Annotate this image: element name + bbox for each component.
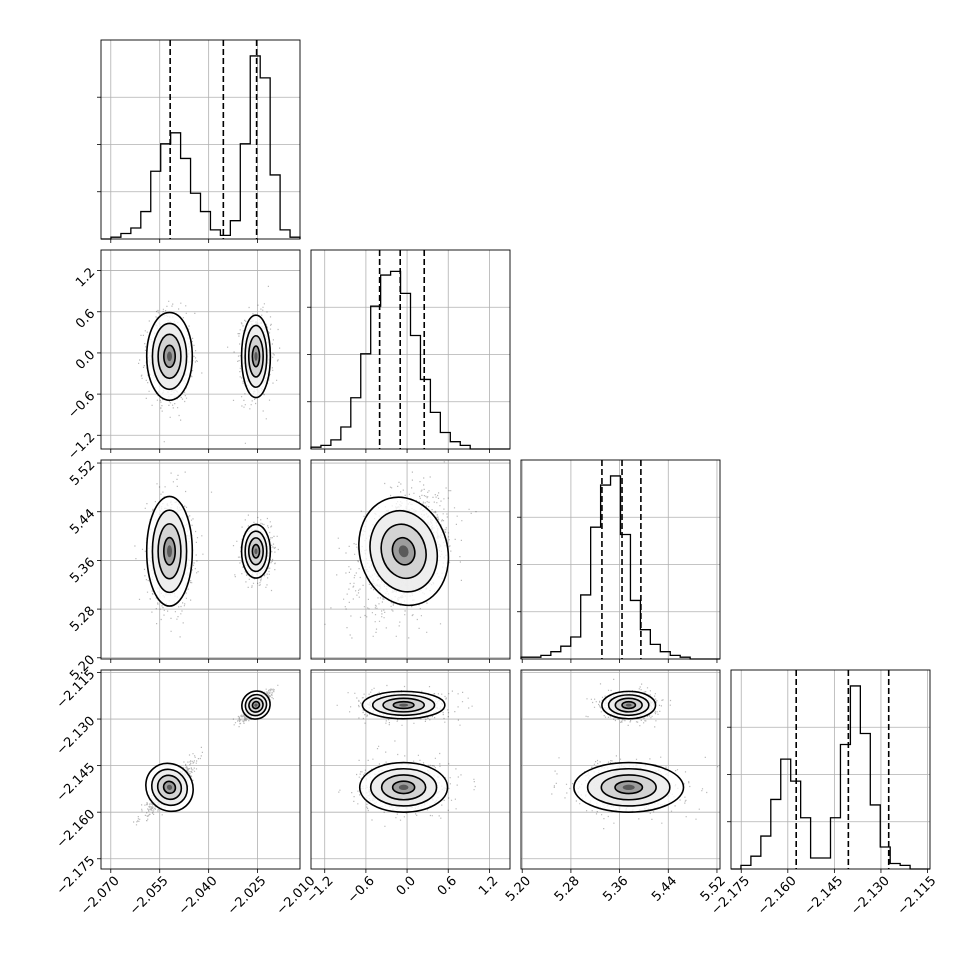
y-tick-label-p2-3: 5.44	[67, 506, 98, 537]
contour-1-4	[254, 351, 258, 361]
x-tick-label-p3-4: −2.115	[895, 874, 940, 919]
contour-0-4	[167, 545, 173, 558]
histogram-0	[101, 55, 301, 240]
x-tick-label-p0-3: −2.025	[225, 874, 270, 919]
x-tick-label-p2-1: 5.28	[552, 874, 583, 905]
histogram-1	[310, 270, 510, 450]
x-tick-label-p3-3: −2.130	[848, 874, 893, 919]
axes-frame	[310, 249, 511, 450]
y-tick-label-p3-0: −2.175	[54, 853, 99, 898]
scatter-panel-2-1	[310, 459, 511, 660]
x-tick-label-p3-1: −2.160	[755, 874, 800, 919]
y-tick-label-p3-3: −2.130	[54, 714, 99, 759]
contour-1-4	[254, 703, 258, 707]
panel-content	[101, 250, 300, 449]
contour-0-4	[398, 545, 409, 558]
x-tick-label-p1-1: −0.6	[345, 874, 378, 907]
hist-panel-0	[97, 39, 301, 240]
y-tick-label-p1-3: 0.6	[73, 306, 98, 331]
x-tick-label-p3-2: −2.145	[802, 874, 847, 919]
hist-panel-2	[517, 459, 721, 660]
x-tick-label-p0-0: −2.070	[78, 874, 123, 919]
y-tick-label-p1-0: −1.2	[65, 430, 98, 463]
histogram-3	[731, 685, 930, 870]
axes-frame	[310, 459, 511, 660]
axes-frame	[100, 39, 301, 240]
axes-frame	[520, 669, 721, 870]
y-tick-label-p2-1: 5.28	[67, 604, 98, 635]
axes-frame	[100, 459, 301, 660]
x-tick-label-p1-3: 0.6	[435, 874, 460, 899]
x-tick-label-p0-2: −2.040	[176, 874, 221, 919]
x-tick-label-p2-3: 5.44	[649, 874, 680, 905]
panel-content	[101, 460, 300, 659]
y-tick-label-p2-4: 5.52	[67, 458, 98, 489]
y-tick-label-p1-1: −0.6	[65, 389, 98, 422]
contour-0-4	[622, 784, 635, 791]
contour-0-4	[166, 784, 173, 790]
x-tick-label-p2-2: 5.36	[600, 874, 631, 905]
axes-frame	[520, 459, 721, 660]
axes-frame	[730, 669, 931, 870]
y-tick-label-p3-1: −2.160	[54, 807, 99, 852]
contour-1-4	[254, 548, 258, 555]
panel-content	[521, 670, 720, 869]
y-tick-label-p1-2: 0.0	[73, 348, 98, 373]
x-tick-label-p1-2: 0.0	[394, 874, 419, 899]
scatter-panel-3-0	[97, 669, 301, 870]
x-tick-label-p2-0: 5.20	[503, 874, 534, 905]
axes-frame	[310, 669, 511, 870]
scatter-panel-3-1	[310, 669, 511, 870]
axes-frame	[100, 249, 301, 450]
panel-content	[101, 670, 300, 869]
x-tick-label-p1-4: 1.2	[476, 874, 501, 899]
contour-0-4	[167, 351, 173, 362]
contour-1-4	[625, 703, 632, 707]
hist-panel-3	[727, 669, 931, 870]
scatter-panel-1-0	[97, 249, 301, 450]
axes-frame	[100, 669, 301, 870]
scatter-panel-2-0	[97, 459, 301, 660]
contour-1-4	[399, 703, 409, 707]
hist-panel-1	[307, 249, 511, 450]
histogram-2	[520, 475, 720, 660]
panel-content	[311, 460, 510, 659]
y-tick-label-p2-2: 5.36	[67, 555, 98, 586]
y-tick-label-p3-2: −2.145	[54, 760, 99, 805]
x-tick-label-p0-1: −2.055	[127, 874, 172, 919]
panel-content	[311, 670, 510, 869]
contour-0-4	[398, 784, 409, 791]
y-tick-label-p1-4: 1.2	[73, 265, 98, 290]
scatter-panel-3-2	[520, 669, 721, 870]
